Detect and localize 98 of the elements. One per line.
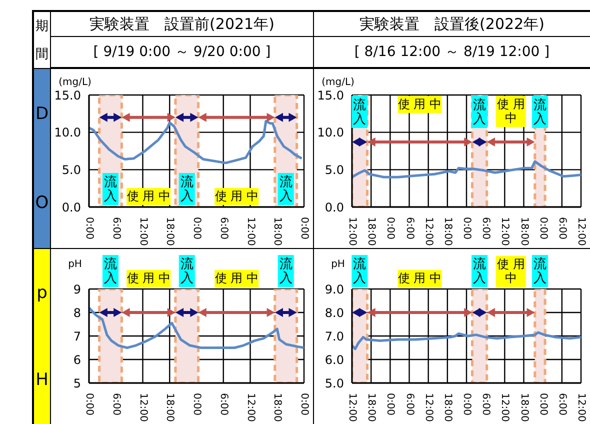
band-label: 流入 bbox=[104, 174, 117, 204]
y-tick-label: 6.0 bbox=[324, 352, 344, 367]
x-tick-label: 12:00 bbox=[244, 217, 256, 246]
x-tick-label: 6:00 bbox=[480, 217, 492, 240]
text: 使 用 中 bbox=[398, 271, 442, 285]
y-tick-label: 8.0 bbox=[324, 306, 344, 320]
band-label: 流入 bbox=[279, 256, 292, 286]
x-tick-label: 0:00 bbox=[384, 393, 396, 416]
band-label: 流入 bbox=[533, 97, 546, 127]
x-tick-label: 18:00 bbox=[518, 393, 530, 422]
x-tick-label: 12:00 bbox=[422, 217, 434, 246]
text: D bbox=[35, 104, 49, 124]
y-axis-title: pH bbox=[331, 259, 345, 270]
y-tick-label: 0.0 bbox=[62, 200, 81, 214]
band-label: 流入 bbox=[180, 174, 194, 204]
x-tick-label: 12:00 bbox=[499, 393, 510, 422]
x-tick-label: 0:00 bbox=[298, 393, 310, 416]
x-tick-label: 12:00 bbox=[137, 217, 148, 246]
chart-subtitle: [ 8/16 12:00 ～ 8/19 12:00 ] bbox=[313, 37, 590, 68]
x-tick-label: 18:00 bbox=[366, 393, 377, 422]
x-tick-label: 18:00 bbox=[518, 217, 530, 246]
x-tick-label: 0:00 bbox=[461, 393, 472, 416]
text: 使 用 中 bbox=[126, 271, 170, 285]
y-tick-label: 8 bbox=[73, 306, 81, 320]
x-tick-label: 0:00 bbox=[191, 393, 202, 416]
x-tick-label: 18:00 bbox=[164, 393, 176, 422]
text: 使 用 中 bbox=[214, 271, 258, 285]
text: 期間 bbox=[36, 18, 48, 63]
line-series bbox=[89, 306, 304, 349]
x-tick-label: 0:00 bbox=[537, 217, 548, 240]
y-tick-label: 7 bbox=[73, 329, 81, 344]
annotation: 使 用 中 bbox=[214, 189, 258, 203]
x-tick-label: 12:00 bbox=[499, 217, 510, 246]
x-tick-label: 12:00 bbox=[137, 393, 148, 422]
line-series bbox=[352, 331, 581, 350]
y-axis-title: (mg/L) bbox=[58, 77, 92, 88]
x-tick-label: 6:00 bbox=[556, 393, 568, 416]
line-series bbox=[352, 160, 581, 178]
y-tick-label: 6 bbox=[73, 352, 81, 367]
x-tick-label: 12:00 bbox=[244, 393, 256, 422]
text: H bbox=[36, 370, 48, 390]
x-tick-label: 6:00 bbox=[218, 217, 229, 240]
y-tick-label: 15.0 bbox=[317, 88, 344, 102]
x-tick-label: 6:00 bbox=[404, 217, 415, 240]
x-tick-label: 6:00 bbox=[480, 393, 492, 416]
y-tick-label: 10.0 bbox=[317, 126, 344, 140]
x-tick-label: 6:00 bbox=[110, 217, 122, 240]
y-tick-label: 0.0 bbox=[324, 200, 344, 214]
y-tick-label: 5.0 bbox=[324, 376, 344, 390]
x-tick-label: 6:00 bbox=[110, 393, 122, 416]
band-label: 流入 bbox=[353, 97, 366, 127]
band-label: 流入 bbox=[104, 256, 117, 286]
x-tick-label: 18:00 bbox=[366, 217, 377, 246]
text: p bbox=[36, 282, 48, 303]
annotation: 使 用 中 bbox=[126, 189, 170, 203]
x-tick-label: 0:00 bbox=[384, 217, 396, 240]
y-tick-label: 5.0 bbox=[324, 162, 344, 177]
band-label: 流入 bbox=[180, 256, 194, 286]
x-tick-label: 0:00 bbox=[298, 217, 310, 240]
chart-subtitle: [ 9/19 0:00 ～ 9/20 0:00 ] bbox=[50, 37, 313, 68]
x-tick-label: 12:00 bbox=[576, 393, 586, 422]
band-label: 流入 bbox=[473, 256, 486, 286]
y-tick-label: 5.0 bbox=[62, 162, 81, 177]
x-tick-label: 0:00 bbox=[461, 217, 472, 240]
x-tick-label: 6:00 bbox=[556, 217, 568, 240]
x-tick-label: 12:00 bbox=[576, 217, 586, 246]
band-label: 流入 bbox=[533, 256, 546, 286]
x-tick-label: 18:00 bbox=[442, 393, 453, 422]
annotation: 使 用中 bbox=[496, 97, 525, 125]
x-tick-label: 18:00 bbox=[442, 217, 453, 246]
x-tick-label: 0:00 bbox=[84, 217, 94, 240]
x-tick-label: 6:00 bbox=[218, 393, 229, 416]
y-axis-title: (mg/L) bbox=[322, 77, 355, 88]
y-tick-label: 7.0 bbox=[324, 329, 344, 344]
y-tick-label: 15.0 bbox=[54, 88, 81, 102]
x-tick-label: 6:00 bbox=[404, 393, 415, 416]
text: 使 用中 bbox=[496, 257, 525, 285]
x-tick-label: 0:00 bbox=[537, 393, 548, 416]
x-tick-label: 0:00 bbox=[191, 217, 202, 240]
x-tick-label: 12:00 bbox=[346, 393, 358, 422]
band-label: 流入 bbox=[279, 174, 292, 204]
x-tick-label: 0:00 bbox=[84, 393, 94, 416]
x-tick-label: 12:00 bbox=[422, 393, 434, 422]
chart-title: 実験装置 設置後(2022年) bbox=[313, 12, 590, 37]
band-label: 流入 bbox=[353, 256, 366, 286]
chart-title: 実験装置 設置前(2021年) bbox=[50, 12, 313, 37]
y-tick-label: 9 bbox=[73, 282, 81, 296]
x-tick-label: 12:00 bbox=[346, 217, 358, 246]
text: O bbox=[35, 193, 49, 214]
band-label: 流入 bbox=[473, 97, 486, 127]
y-tick-label: 9.0 bbox=[324, 282, 344, 296]
annotation: 使 用 中 bbox=[398, 97, 442, 111]
x-tick-label: 18:00 bbox=[164, 217, 176, 246]
y-tick-label: 5 bbox=[73, 376, 81, 390]
y-tick-label: 10.0 bbox=[54, 126, 81, 140]
x-tick-label: 18:00 bbox=[272, 393, 283, 422]
x-tick-label: 18:00 bbox=[272, 217, 283, 246]
y-axis-title: pH bbox=[68, 259, 82, 270]
